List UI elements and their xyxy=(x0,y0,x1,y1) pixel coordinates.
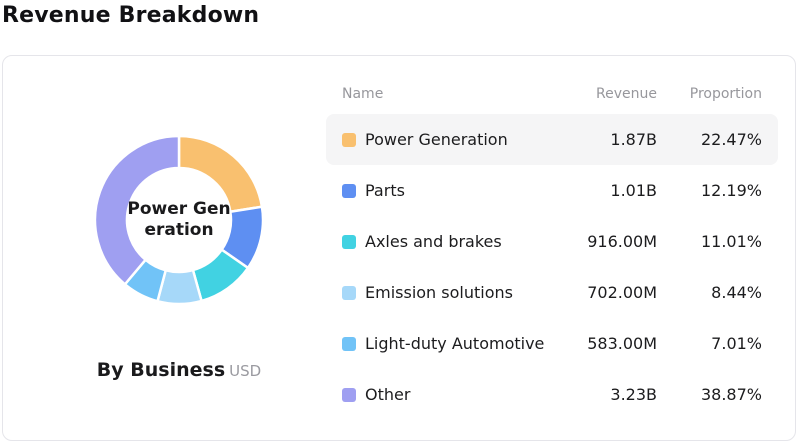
series-revenue: 583.00M xyxy=(587,334,657,353)
series-name-cell: Emission solutions xyxy=(342,283,547,302)
series-name: Light-duty Automotive xyxy=(365,334,545,353)
page-title: Revenue Breakdown xyxy=(2,3,260,28)
column-header-name: Name xyxy=(342,86,384,102)
series-color-swatch xyxy=(342,285,356,300)
donut-chart xyxy=(57,98,301,342)
table-body: Power Generation 1.87B 22.47% Parts 1.01B 12.… xyxy=(326,114,778,420)
series-color-swatch xyxy=(342,183,356,198)
table-row[interactable]: Power Generation 1.87B 22.47% xyxy=(326,114,778,165)
series-name-cell: Other xyxy=(342,385,547,404)
table-row[interactable]: Emission solutions 702.00M 8.44% xyxy=(326,267,778,318)
series-revenue: 916.00M xyxy=(587,232,657,251)
chart-caption: By Business USD xyxy=(29,359,329,381)
column-header-proportion: Proportion xyxy=(689,86,762,102)
table-header: Name Revenue Proportion xyxy=(326,80,778,108)
series-revenue: 1.01B xyxy=(610,181,657,200)
series-proportion: 7.01% xyxy=(711,334,762,353)
series-color-swatch xyxy=(342,234,356,249)
series-revenue: 3.23B xyxy=(610,385,657,404)
series-revenue: 1.87B xyxy=(610,130,657,149)
series-name: Other xyxy=(365,385,411,404)
series-color-swatch xyxy=(342,387,356,402)
series-name: Axles and brakes xyxy=(365,232,502,251)
series-proportion: 8.44% xyxy=(711,283,762,302)
series-name-cell: Power Generation xyxy=(342,130,547,149)
series-name-cell: Parts xyxy=(342,181,547,200)
donut-chart-svg xyxy=(93,134,265,306)
series-name-cell: Axles and brakes xyxy=(342,232,547,251)
table-row[interactable]: Axles and brakes 916.00M 11.01% xyxy=(326,216,778,267)
series-proportion: 12.19% xyxy=(700,181,762,200)
series-name: Parts xyxy=(365,181,405,200)
revenue-breakdown-card: Power Gen eration By Business USD Name Re… xyxy=(2,55,796,441)
series-proportion: 22.47% xyxy=(700,130,762,149)
series-proportion: 11.01% xyxy=(700,232,762,251)
series-name: Power Generation xyxy=(365,130,508,149)
table-row[interactable]: Light-duty Automotive 583.00M 7.01% xyxy=(326,318,778,369)
chart-caption-unit: USD xyxy=(229,362,262,380)
series-color-swatch xyxy=(342,336,356,351)
donut-segment-power-generation[interactable] xyxy=(177,134,264,214)
series-name-cell: Light-duty Automotive xyxy=(342,334,547,353)
series-name: Emission solutions xyxy=(365,283,513,302)
column-header-revenue: Revenue xyxy=(596,86,657,102)
series-color-swatch xyxy=(342,132,356,147)
series-revenue: 702.00M xyxy=(587,283,657,302)
chart-caption-title: By Business xyxy=(96,359,226,381)
donut-segment-other[interactable] xyxy=(93,134,181,286)
revenue-table: Name Revenue Proportion Power Generation… xyxy=(326,80,778,420)
series-proportion: 38.87% xyxy=(700,385,762,404)
table-row[interactable]: Other 3.23B 38.87% xyxy=(326,369,778,420)
table-row[interactable]: Parts 1.01B 12.19% xyxy=(326,165,778,216)
